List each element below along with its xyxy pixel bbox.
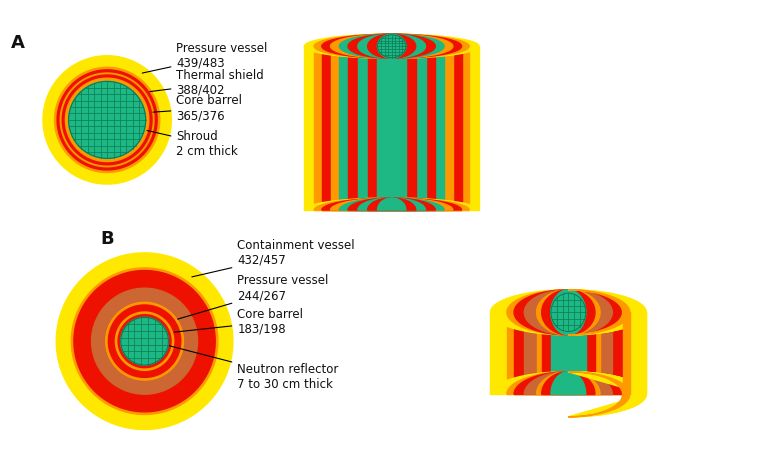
Polygon shape <box>358 34 425 58</box>
Polygon shape <box>507 290 630 335</box>
Polygon shape <box>368 34 415 58</box>
Polygon shape <box>551 372 586 394</box>
Polygon shape <box>378 35 406 58</box>
Polygon shape <box>330 34 453 58</box>
Text: B: B <box>101 230 114 248</box>
Polygon shape <box>358 198 425 210</box>
Polygon shape <box>525 372 612 394</box>
Polygon shape <box>68 81 146 158</box>
Polygon shape <box>106 302 184 380</box>
Polygon shape <box>91 288 197 394</box>
Polygon shape <box>62 75 152 165</box>
Polygon shape <box>322 34 462 58</box>
Polygon shape <box>368 198 415 210</box>
Polygon shape <box>525 312 612 394</box>
Polygon shape <box>514 290 623 335</box>
Text: Containment vessel
432/457: Containment vessel 432/457 <box>192 239 355 277</box>
Polygon shape <box>568 372 646 417</box>
Polygon shape <box>568 290 646 335</box>
Polygon shape <box>551 290 586 335</box>
Polygon shape <box>507 372 630 394</box>
Text: Pressure vessel
244/267: Pressure vessel 244/267 <box>177 274 329 319</box>
Polygon shape <box>348 46 435 210</box>
Polygon shape <box>304 34 479 58</box>
Polygon shape <box>61 73 154 167</box>
Polygon shape <box>537 372 600 394</box>
Polygon shape <box>43 56 171 184</box>
Polygon shape <box>74 271 215 412</box>
Polygon shape <box>630 312 646 394</box>
Polygon shape <box>491 372 646 394</box>
Polygon shape <box>551 293 586 332</box>
Polygon shape <box>304 198 479 210</box>
Polygon shape <box>541 290 595 335</box>
Polygon shape <box>559 290 578 335</box>
Polygon shape <box>71 268 218 415</box>
Polygon shape <box>118 315 171 368</box>
Polygon shape <box>108 305 180 377</box>
Text: A: A <box>11 34 25 52</box>
Polygon shape <box>537 312 600 394</box>
Polygon shape <box>568 290 630 335</box>
Text: Neutron reflector
7 to 30 cm thick: Neutron reflector 7 to 30 cm thick <box>169 346 339 390</box>
Polygon shape <box>330 198 453 210</box>
Polygon shape <box>537 290 600 335</box>
Text: Shroud
2 cm thick: Shroud 2 cm thick <box>147 130 238 158</box>
Polygon shape <box>378 198 406 210</box>
Polygon shape <box>623 312 630 394</box>
Text: Thermal shield
388/402: Thermal shield 388/402 <box>150 69 264 97</box>
Polygon shape <box>507 312 630 394</box>
Polygon shape <box>115 312 174 370</box>
Polygon shape <box>339 198 444 210</box>
Polygon shape <box>559 312 578 394</box>
Polygon shape <box>65 78 149 162</box>
Polygon shape <box>322 198 462 210</box>
Polygon shape <box>525 290 612 335</box>
Polygon shape <box>551 312 586 394</box>
Polygon shape <box>378 46 406 210</box>
Polygon shape <box>491 312 646 394</box>
Text: Pressure vessel
439/483: Pressure vessel 439/483 <box>142 42 268 73</box>
Polygon shape <box>541 372 595 394</box>
Polygon shape <box>514 312 623 394</box>
Polygon shape <box>57 70 157 170</box>
Polygon shape <box>368 46 415 210</box>
Polygon shape <box>339 34 444 58</box>
Polygon shape <box>541 312 595 394</box>
Text: Core barrel
183/198: Core barrel 183/198 <box>174 308 303 336</box>
Polygon shape <box>378 34 406 58</box>
Polygon shape <box>568 372 646 417</box>
Polygon shape <box>314 34 469 58</box>
Polygon shape <box>568 372 630 417</box>
Polygon shape <box>339 46 444 210</box>
Polygon shape <box>56 253 233 430</box>
Polygon shape <box>514 372 623 394</box>
Polygon shape <box>348 198 435 210</box>
Polygon shape <box>55 67 160 172</box>
Polygon shape <box>304 46 479 210</box>
Polygon shape <box>330 46 453 210</box>
Polygon shape <box>322 46 462 210</box>
Polygon shape <box>358 46 425 210</box>
Polygon shape <box>491 290 646 335</box>
Polygon shape <box>121 317 168 365</box>
Polygon shape <box>348 34 435 58</box>
Polygon shape <box>314 198 469 210</box>
Polygon shape <box>559 372 578 394</box>
Text: Core barrel
365/376: Core barrel 365/376 <box>153 94 243 122</box>
Polygon shape <box>314 46 469 210</box>
